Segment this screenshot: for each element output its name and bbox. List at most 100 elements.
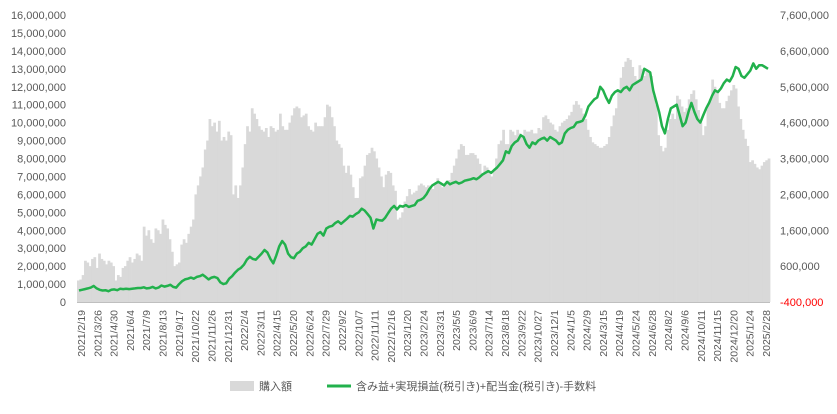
bar <box>229 135 233 302</box>
bar <box>128 257 132 302</box>
bar <box>311 131 315 302</box>
bar <box>758 169 761 302</box>
bar <box>598 147 602 302</box>
bar <box>159 233 162 302</box>
bar <box>314 122 318 303</box>
x-tick-label: 2023/8/18 <box>500 310 512 357</box>
bar <box>100 258 104 302</box>
x-tick-label: 2024/10/11 <box>696 310 708 362</box>
bar <box>180 244 184 302</box>
bar <box>687 99 691 302</box>
bar <box>88 266 92 303</box>
bar <box>389 172 393 302</box>
x-tick-label: 2021/9/17 <box>174 310 186 357</box>
y-right-tick-label: 4,600,000 <box>780 118 829 130</box>
bar <box>443 185 447 302</box>
bar <box>203 149 207 302</box>
bar <box>213 122 216 303</box>
bar <box>765 160 769 302</box>
x-tick-label: 2022/2/4 <box>239 310 251 351</box>
bar <box>279 113 282 302</box>
bar <box>523 129 527 302</box>
bar <box>499 140 503 302</box>
bar <box>558 126 562 303</box>
bar <box>753 163 757 302</box>
bar <box>182 239 186 302</box>
bar <box>309 129 313 302</box>
y-left-tick-label: 7,000,000 <box>17 171 66 183</box>
line-path <box>78 62 769 293</box>
bar <box>678 99 682 302</box>
bar <box>344 172 348 302</box>
bar <box>410 194 414 303</box>
bar <box>255 119 259 302</box>
bar <box>123 266 127 303</box>
bar <box>652 95 656 302</box>
x-tick-label: 2023/3/31 <box>435 310 447 357</box>
bar <box>154 228 158 302</box>
bar <box>612 115 616 302</box>
y-left-tick-label: 16,000,000 <box>11 10 66 22</box>
bar <box>445 183 449 302</box>
bar <box>739 119 743 302</box>
bar <box>232 194 235 303</box>
x-tick-label: 2023/12/1 <box>549 310 561 357</box>
bar <box>624 61 628 302</box>
bar <box>528 131 531 302</box>
bar <box>102 260 106 302</box>
y-left-tick-label: 15,000,000 <box>11 28 66 40</box>
bar <box>210 126 214 303</box>
bar <box>502 129 505 302</box>
bar <box>166 228 170 302</box>
bar <box>659 145 663 302</box>
bar <box>518 133 522 302</box>
bar <box>135 253 139 302</box>
bar <box>408 188 411 302</box>
bar <box>323 117 327 303</box>
y-right-tick-label: 1,600,000 <box>780 225 829 237</box>
bar <box>274 131 278 302</box>
bar <box>692 90 696 302</box>
bar <box>631 67 635 303</box>
bar <box>241 167 245 302</box>
bar <box>424 187 428 302</box>
bar <box>77 280 80 302</box>
bar <box>575 101 578 302</box>
bar <box>152 242 155 302</box>
bar <box>227 131 231 302</box>
bar <box>751 160 754 302</box>
bar <box>455 158 458 302</box>
bar <box>286 129 289 302</box>
bar <box>257 126 261 303</box>
x-tick-label: 2022/9/2 <box>337 310 349 351</box>
bar <box>283 129 287 302</box>
bar <box>192 219 195 302</box>
y-axis-left: 0 1,000,000 2,000,000 3,000,000 4,000,000 5,0… <box>11 10 66 309</box>
x-tick-label: 2024/12/20 <box>728 310 740 363</box>
bar <box>382 187 386 302</box>
bar <box>605 144 609 302</box>
bar <box>401 212 404 302</box>
bar <box>147 230 151 302</box>
bar <box>535 133 538 302</box>
bar <box>603 145 606 302</box>
bar <box>732 84 736 303</box>
bar <box>713 86 717 302</box>
x-tick-label: 2024/9/6 <box>680 310 692 351</box>
x-tick-label: 2024/5/24 <box>631 310 643 357</box>
x-tick-label: 2021/3/26 <box>92 310 104 357</box>
bar <box>375 158 379 302</box>
bar <box>304 113 308 302</box>
bar <box>438 183 442 302</box>
bar <box>302 115 306 302</box>
bar <box>664 147 668 302</box>
bar <box>586 129 590 302</box>
bar <box>483 165 487 302</box>
bar <box>239 185 242 302</box>
bar <box>565 119 569 302</box>
bar <box>584 119 588 302</box>
bar <box>633 75 637 303</box>
bar <box>121 267 125 302</box>
y-right-tick-label: -400,000 <box>780 297 823 309</box>
x-tick-label: 2025/1/24 <box>745 310 757 357</box>
